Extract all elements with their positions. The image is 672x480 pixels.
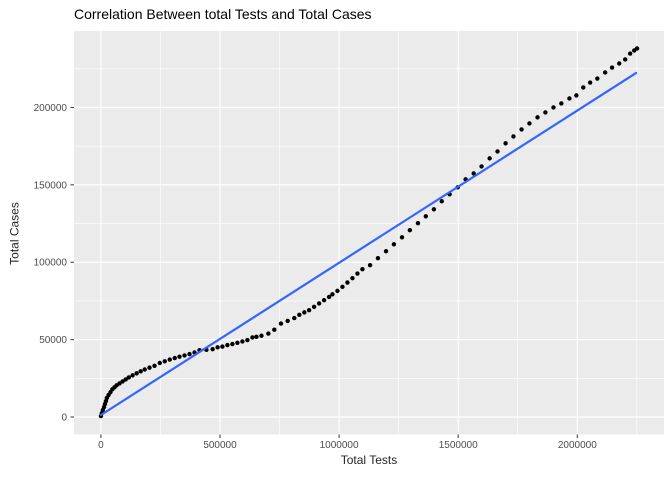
y-tick-label: 100000 — [34, 258, 68, 269]
x-tick-label: 2000000 — [558, 440, 597, 451]
x-axis-tick-labels: 0 500000 1000000 1500000 2000000 — [98, 440, 597, 451]
y-tick-label: 50000 — [39, 335, 67, 346]
x-tick-label: 1500000 — [439, 440, 478, 451]
scatter-points — [98, 46, 640, 419]
grid-minor — [74, 31, 664, 435]
chart-title: Correlation Between total Tests and Tota… — [74, 6, 372, 22]
panel-background — [74, 31, 664, 435]
y-tick-label: 0 — [61, 413, 67, 424]
x-tick-label: 1000000 — [320, 440, 359, 451]
axis-tick-marks — [70, 106, 578, 438]
x-axis-title: Total Tests — [340, 453, 398, 467]
x-tick-label: 0 — [98, 440, 104, 451]
y-tick-label: 150000 — [34, 180, 68, 191]
y-axis-tick-labels: 0 50000 100000 150000 200000 — [34, 103, 68, 424]
grid-major — [74, 31, 664, 435]
y-tick-label: 200000 — [34, 103, 68, 114]
y-axis-title: Total Cases — [7, 202, 22, 265]
regression-line — [99, 71, 638, 417]
x-tick-label: 500000 — [203, 440, 237, 451]
